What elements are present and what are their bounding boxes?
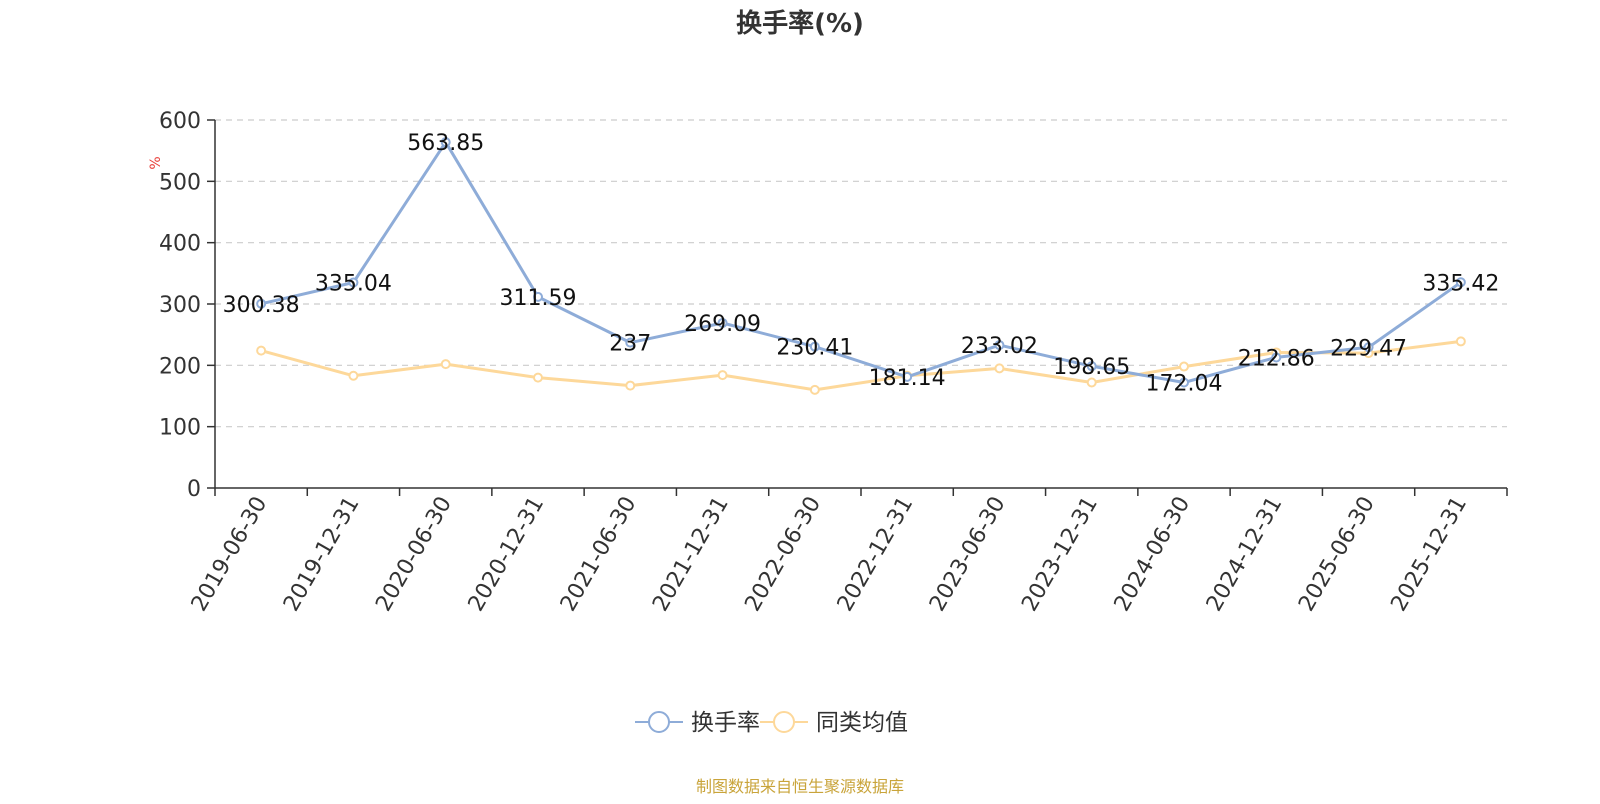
data-labels: 300.38 335.04 563.85 311.59 237 269.09 230.41 1… (223, 131, 1500, 396)
legend-label: 同类均值 (816, 710, 908, 736)
data-point (1455, 277, 1466, 288)
grid-lines (215, 119, 1507, 428)
data-point (994, 363, 1005, 374)
y-tick-label: 500 (159, 170, 201, 195)
x-tick-label: 2020-12-31 (464, 493, 550, 616)
data-label: 563.85 (407, 131, 484, 156)
x-tick-label: 2021-06-30 (556, 493, 642, 616)
y-tick-label: 300 (159, 293, 201, 318)
x-tick-label: 2025-06-30 (1294, 493, 1380, 616)
x-tick-label: 2024-12-31 (1202, 493, 1288, 616)
y-tick-label: 100 (159, 416, 201, 441)
source-note: 制图数据来自恒生聚源数据库 (696, 777, 904, 796)
data-point (1271, 352, 1282, 363)
data-point (809, 341, 820, 352)
data-point (256, 298, 267, 309)
data-point (717, 317, 728, 328)
legend-swatch-marker (648, 711, 670, 733)
x-tick-label: 2019-12-31 (279, 493, 365, 616)
data-point (625, 380, 636, 391)
data-point (1179, 377, 1189, 388)
data-label: 335.42 (1422, 271, 1499, 296)
x-tick-label: 2023-12-31 (1017, 493, 1103, 616)
series-lines (256, 137, 1466, 395)
data-label: 172.04 (1146, 371, 1223, 396)
data-label: 229.47 (1330, 336, 1407, 361)
data-label: 237 (609, 332, 651, 357)
x-tick-label: 2024-06-30 (1110, 493, 1196, 616)
y-tick-label: 400 (159, 232, 201, 257)
data-point (440, 137, 451, 148)
data-point (809, 384, 820, 395)
data-point (533, 291, 543, 302)
legend-item-同类均值: 同类均值 (760, 710, 908, 736)
data-point (1455, 336, 1466, 347)
legend: 换手率 同类均值 (635, 710, 908, 736)
series-line-同类均值 (260, 339, 1462, 392)
y-tick-label: 600 (159, 109, 201, 134)
data-point (1179, 361, 1189, 372)
x-tick-label: 2020-06-30 (371, 493, 457, 616)
x-tick-label: 2025-12-31 (1386, 493, 1472, 616)
data-point (348, 277, 359, 288)
legend-swatch-marker (773, 711, 795, 733)
chart-title: 换手率(%) (736, 8, 864, 39)
x-tick-label: 2022-12-31 (833, 493, 919, 616)
data-point (994, 340, 1005, 351)
data-label: 269.09 (684, 312, 761, 337)
y-tick-label: 0 (187, 477, 201, 502)
data-point (902, 371, 913, 382)
data-label: 335.04 (315, 272, 392, 297)
data-label: 300.38 (223, 293, 300, 318)
data-point (1363, 342, 1374, 353)
data-point (348, 370, 359, 381)
series-line-换手率 (260, 140, 1462, 384)
y-tick-label: 200 (159, 354, 201, 379)
data-label: 311.59 (500, 286, 577, 311)
data-label: 198.65 (1053, 355, 1130, 380)
x-tick-label: 2023-06-30 (925, 493, 1011, 616)
y-axis-label: % (148, 156, 164, 169)
data-label: 212.86 (1238, 346, 1315, 371)
data-label: 233.02 (961, 334, 1038, 359)
data-point (1086, 361, 1097, 372)
data-point (625, 337, 636, 348)
data-point (717, 370, 728, 381)
data-point (1086, 377, 1097, 388)
legend-item-换手率: 换手率 (635, 710, 760, 736)
x-tick-label: 2022-06-30 (740, 493, 826, 616)
x-tick-label: 2019-06-30 (187, 493, 273, 616)
data-label: 181.14 (869, 366, 946, 391)
data-label: 230.41 (776, 336, 853, 361)
data-point (256, 345, 267, 356)
legend-label: 换手率 (691, 710, 760, 736)
x-tick-label: 2021-12-31 (648, 493, 734, 616)
data-point (440, 359, 451, 370)
data-point (533, 372, 543, 383)
